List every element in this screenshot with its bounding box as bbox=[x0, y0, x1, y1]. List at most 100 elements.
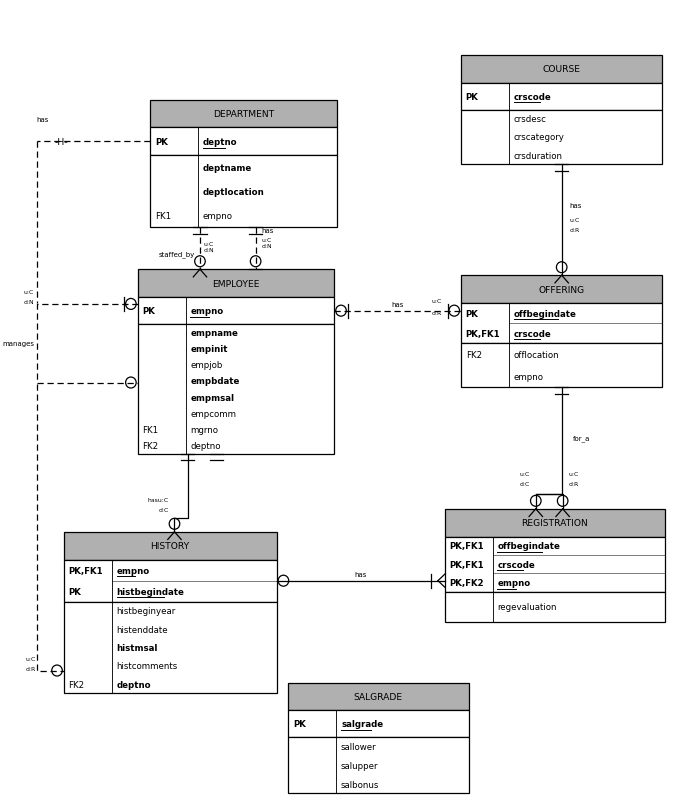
Text: d:C: d:C bbox=[159, 508, 169, 512]
Text: for_a: for_a bbox=[573, 435, 591, 442]
Text: salupper: salupper bbox=[341, 761, 379, 770]
Bar bbox=[137, 325, 334, 455]
Text: has: has bbox=[36, 117, 48, 124]
Text: empno: empno bbox=[203, 212, 233, 221]
Bar bbox=[63, 560, 277, 602]
Bar bbox=[288, 738, 469, 793]
Text: PK,FK1: PK,FK1 bbox=[449, 541, 484, 551]
Bar bbox=[461, 111, 662, 165]
Text: PK: PK bbox=[293, 719, 306, 728]
Text: d:N: d:N bbox=[23, 300, 34, 305]
Text: d:R: d:R bbox=[569, 228, 580, 233]
Bar bbox=[461, 276, 662, 304]
Bar bbox=[461, 55, 662, 83]
Bar bbox=[63, 532, 277, 560]
Bar bbox=[444, 509, 665, 537]
Text: -H-: -H- bbox=[54, 138, 68, 147]
Text: PK,FK2: PK,FK2 bbox=[449, 578, 484, 587]
Text: empno: empno bbox=[497, 578, 531, 587]
Text: DEPARTMENT: DEPARTMENT bbox=[213, 110, 274, 119]
Text: crscode: crscode bbox=[514, 92, 551, 101]
Bar bbox=[288, 683, 469, 711]
Bar bbox=[461, 83, 662, 111]
Text: u:C: u:C bbox=[569, 218, 580, 223]
Text: EMPLOYEE: EMPLOYEE bbox=[213, 279, 259, 289]
Text: FK2: FK2 bbox=[142, 442, 159, 451]
Text: empjob: empjob bbox=[190, 361, 223, 370]
Text: offlocation: offlocation bbox=[514, 350, 560, 359]
Text: deptno: deptno bbox=[190, 442, 221, 451]
Text: empcomm: empcomm bbox=[190, 409, 237, 419]
Text: deptname: deptname bbox=[203, 164, 252, 172]
Bar bbox=[150, 128, 337, 156]
Text: FK1: FK1 bbox=[155, 212, 171, 221]
Text: u:C: u:C bbox=[519, 472, 529, 476]
Text: u:C: u:C bbox=[26, 656, 36, 661]
Text: crsdesc: crsdesc bbox=[514, 115, 546, 124]
Text: deptlocation: deptlocation bbox=[203, 188, 264, 196]
Text: hasu:C: hasu:C bbox=[148, 498, 169, 503]
Text: offbegindate: offbegindate bbox=[497, 541, 560, 551]
Bar bbox=[461, 344, 662, 387]
Text: HISTORY: HISTORY bbox=[150, 541, 190, 550]
Text: crscode: crscode bbox=[497, 560, 535, 569]
Bar bbox=[444, 592, 665, 622]
Text: empno: empno bbox=[117, 566, 150, 575]
Text: salbonus: salbonus bbox=[341, 780, 380, 788]
Text: empbdate: empbdate bbox=[190, 377, 239, 386]
Text: PK: PK bbox=[155, 138, 168, 147]
Text: OFFERING: OFFERING bbox=[539, 286, 584, 294]
Text: empmsal: empmsal bbox=[190, 393, 235, 402]
Text: histenddate: histenddate bbox=[117, 625, 168, 634]
Text: histcomments: histcomments bbox=[117, 662, 178, 670]
Text: empno: empno bbox=[190, 307, 224, 316]
Text: FK2: FK2 bbox=[68, 680, 85, 689]
Text: PK,FK1: PK,FK1 bbox=[449, 560, 484, 569]
Text: empinit: empinit bbox=[190, 345, 228, 354]
Text: d:R: d:R bbox=[569, 482, 579, 487]
Text: has: has bbox=[355, 571, 367, 577]
Text: salgrade: salgrade bbox=[341, 719, 383, 728]
Text: FK1: FK1 bbox=[142, 426, 159, 435]
Text: PK,FK1: PK,FK1 bbox=[466, 329, 500, 338]
Text: histbegindate: histbegindate bbox=[117, 587, 184, 596]
Text: empno: empno bbox=[514, 372, 544, 381]
Bar bbox=[137, 298, 334, 325]
Text: deptno: deptno bbox=[203, 138, 237, 147]
Bar bbox=[150, 156, 337, 228]
Text: d:R: d:R bbox=[26, 666, 36, 671]
Text: offbegindate: offbegindate bbox=[514, 310, 577, 318]
Text: histmsal: histmsal bbox=[117, 643, 158, 652]
Text: staffed_by: staffed_by bbox=[159, 250, 195, 257]
Text: FK2: FK2 bbox=[466, 350, 482, 359]
Text: regevaluation: regevaluation bbox=[497, 602, 557, 611]
Text: has: has bbox=[262, 228, 274, 234]
Text: crscategory: crscategory bbox=[514, 133, 564, 142]
Bar bbox=[288, 711, 469, 738]
Bar bbox=[461, 304, 662, 344]
Text: d:R: d:R bbox=[431, 310, 442, 316]
Text: PK,FK1: PK,FK1 bbox=[68, 566, 103, 575]
Text: u:C: u:C bbox=[569, 472, 579, 476]
Text: sallower: sallower bbox=[341, 743, 377, 751]
Text: crsduration: crsduration bbox=[514, 152, 563, 160]
Text: u:C
d:N: u:C d:N bbox=[204, 242, 215, 253]
Text: u:C
d:N: u:C d:N bbox=[262, 238, 272, 249]
Text: PK: PK bbox=[68, 587, 81, 596]
Text: u:C: u:C bbox=[23, 290, 34, 295]
Bar bbox=[137, 270, 334, 298]
Text: REGISTRATION: REGISTRATION bbox=[522, 519, 589, 528]
Text: mgrno: mgrno bbox=[190, 426, 218, 435]
Text: empname: empname bbox=[190, 328, 238, 338]
Text: PK: PK bbox=[466, 310, 479, 318]
Bar bbox=[444, 537, 665, 592]
Text: d:C: d:C bbox=[519, 482, 529, 487]
Bar bbox=[150, 100, 337, 128]
Text: has: has bbox=[391, 302, 404, 307]
Text: deptno: deptno bbox=[117, 680, 151, 689]
Text: PK: PK bbox=[142, 307, 155, 316]
Text: PK: PK bbox=[466, 92, 479, 101]
Text: has: has bbox=[569, 203, 582, 209]
Text: manages: manages bbox=[2, 341, 34, 346]
Text: crscode: crscode bbox=[514, 329, 551, 338]
